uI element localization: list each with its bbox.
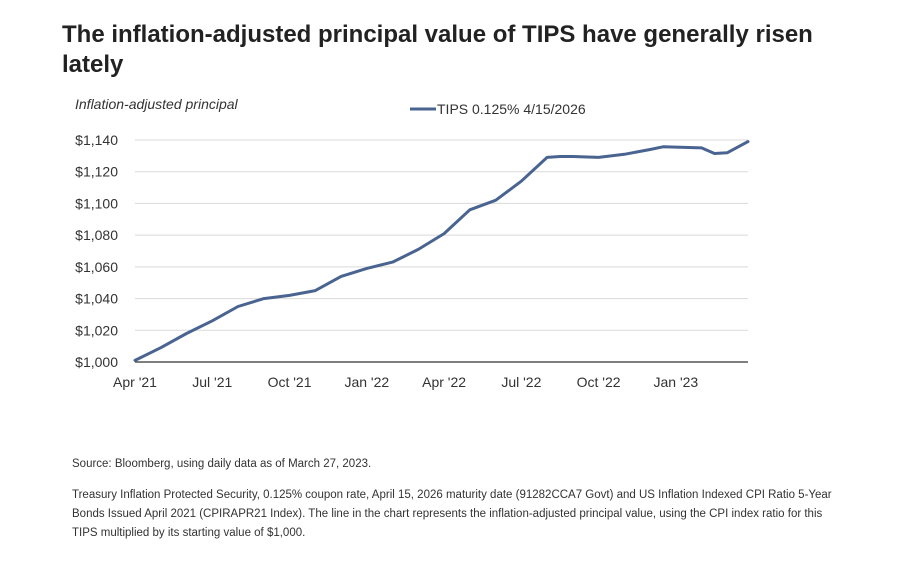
chart-title: The inflation-adjusted principal value o… bbox=[62, 21, 813, 78]
y-tick-label: $1,040 bbox=[75, 291, 118, 307]
y-tick-label: $1,000 bbox=[75, 354, 118, 370]
x-tick-label: Jan '22 bbox=[344, 374, 389, 390]
y-tick-label: $1,140 bbox=[75, 132, 118, 148]
series-line bbox=[133, 140, 750, 362]
footnote: Treasury Inflation Protected Security, 0… bbox=[72, 489, 832, 539]
gridlines bbox=[135, 139, 748, 363]
x-tick-label: Oct '21 bbox=[268, 374, 312, 390]
y-tick-label: $1,120 bbox=[75, 164, 118, 180]
x-axis-ticks: Apr '21 Jul '21 Oct '21 Jan '22 Apr '22 Jul '… bbox=[113, 374, 698, 390]
y-axis-ticks: $1,000 $1,020 $1,040 $1,060 $1,080 $1,100 $1,1… bbox=[75, 132, 118, 370]
x-tick-label: Jul '22 bbox=[501, 374, 541, 390]
x-tick-label: Oct '22 bbox=[577, 374, 621, 390]
legend: TIPS 0.125% 4/15/2026 bbox=[410, 101, 586, 117]
series-group bbox=[133, 140, 750, 362]
y-tick-label: $1,020 bbox=[75, 322, 118, 338]
y-tick-label: $1,100 bbox=[75, 195, 118, 211]
legend-label: TIPS 0.125% 4/15/2026 bbox=[437, 101, 586, 117]
y-axis-label: Inflation-adjusted principal bbox=[75, 96, 239, 112]
source-note: Source: Bloomberg, using daily data as o… bbox=[72, 458, 372, 470]
x-tick-label: Jan '23 bbox=[654, 374, 699, 390]
x-tick-label: Apr '22 bbox=[422, 374, 466, 390]
y-tick-label: $1,080 bbox=[75, 227, 118, 243]
x-tick-label: Jul '21 bbox=[192, 374, 232, 390]
line-chart: $1,000 $1,020 $1,040 $1,060 $1,080 $1,100 $1,1… bbox=[75, 96, 750, 390]
x-tick-label: Apr '21 bbox=[113, 374, 157, 390]
y-tick-label: $1,060 bbox=[75, 259, 118, 275]
